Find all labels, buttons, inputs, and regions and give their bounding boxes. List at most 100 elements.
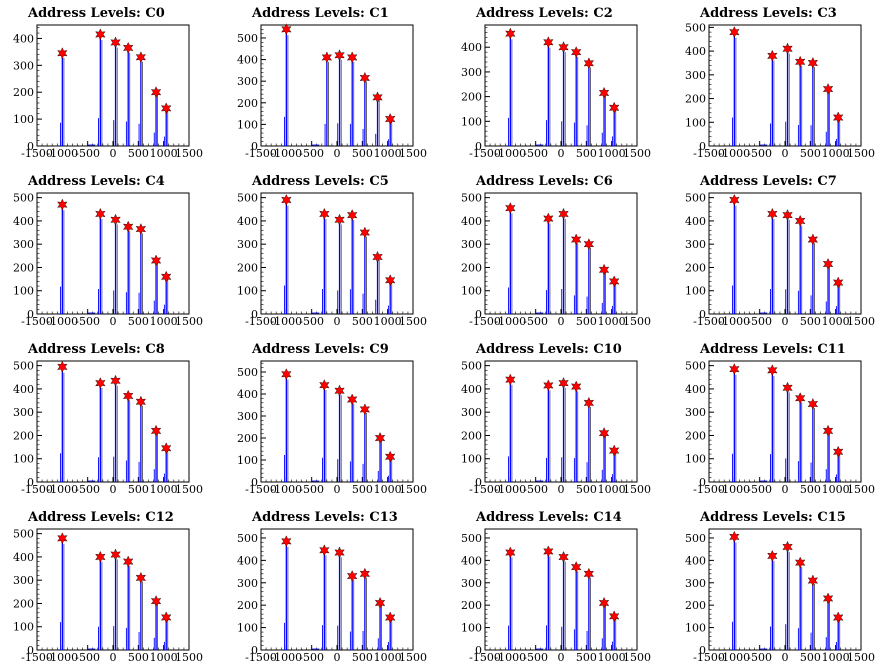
y-tick-label: 200 — [237, 97, 258, 110]
y-tick-label: 300 — [685, 577, 706, 590]
x-tick-label: -1000 — [718, 483, 750, 496]
y-tick-label: 0 — [27, 308, 34, 321]
peak-marker — [57, 198, 68, 211]
chart-title: Address Levels: C6 — [476, 174, 613, 189]
x-tick-label: 1000 — [374, 315, 402, 328]
x-tick-label: 1500 — [623, 483, 651, 496]
y-tick-label: 500 — [461, 360, 482, 373]
peak-marker — [150, 424, 162, 437]
y-tick-label: 100 — [13, 621, 34, 634]
x-tick-label: 1500 — [399, 651, 427, 664]
y-tick-label: 0 — [251, 140, 258, 153]
peak-marker — [505, 546, 516, 559]
x-tick-label: 1500 — [175, 651, 203, 664]
peak-marker — [95, 550, 106, 563]
x-tick-label: 0 — [334, 483, 341, 496]
y-tick-label: 400 — [237, 54, 258, 67]
x-tick-label: 500 — [800, 651, 821, 664]
y-tick-label: 300 — [237, 410, 258, 423]
x-tick-label: -500 — [523, 315, 548, 328]
x-tick-label: 500 — [352, 651, 373, 664]
peak-marker — [359, 71, 371, 84]
peak-marker — [570, 380, 582, 393]
x-tick-label: -1500 — [693, 147, 725, 160]
peak-marker — [281, 193, 292, 207]
x-tick-label: 1000 — [374, 483, 402, 496]
y-tick-label: 300 — [685, 69, 706, 82]
x-tick-label: -1000 — [46, 147, 78, 160]
chart-title: Address Levels: C11 — [700, 342, 846, 357]
y-tick-label: 300 — [237, 238, 258, 251]
y-tick-label: 500 — [461, 192, 482, 205]
x-tick-label: -500 — [299, 483, 324, 496]
x-tick-label: -1000 — [270, 147, 302, 160]
peak-marker — [160, 270, 172, 283]
peak-marker — [150, 595, 162, 608]
x-tick-label: 0 — [782, 651, 789, 664]
peak-marker — [822, 592, 834, 605]
peak-marker — [832, 276, 844, 289]
y-tick-label: 100 — [13, 285, 34, 298]
y-tick-label: 400 — [685, 215, 706, 228]
x-tick-label: -1500 — [21, 651, 53, 664]
x-tick-label: -500 — [75, 315, 100, 328]
y-tick-label: 400 — [685, 383, 706, 396]
y-tick-label: 0 — [27, 140, 34, 153]
peak-marker — [782, 540, 793, 553]
y-tick-label: 100 — [461, 285, 482, 298]
y-tick-label: 200 — [13, 597, 34, 610]
chart-svg: -1500-1000-500 0 500 1000150001002003004005… — [461, 528, 651, 664]
y-tick-label: 0 — [699, 308, 706, 321]
x-tick-label: 1500 — [847, 483, 875, 496]
y-tick-label: 500 — [685, 21, 706, 34]
peak-marker — [95, 207, 106, 220]
peak-marker — [543, 212, 554, 225]
peak-marker — [794, 214, 806, 227]
peak-marker — [57, 360, 68, 373]
y-tick-label: 200 — [685, 261, 706, 274]
peak-marker — [319, 544, 330, 557]
chart-panel: Address Levels: C9 -1500 -1000 -500 0 500 1000… — [224, 336, 448, 504]
peak-marker — [729, 193, 740, 207]
x-tick-label: -500 — [299, 147, 324, 160]
x-tick-label: 500 — [352, 483, 373, 496]
y-tick-label: 500 — [237, 32, 258, 45]
y-tick-label: 500 — [685, 360, 706, 373]
x-tick-label: 1500 — [175, 147, 203, 160]
peak-marker — [598, 86, 610, 99]
peak-marker — [608, 444, 620, 457]
y-tick-label: 400 — [13, 215, 34, 228]
chart-svg: -1500-1000-500 0 500 1000150001002003004005… — [13, 528, 203, 664]
x-tick-label: -1500 — [245, 483, 277, 496]
peak-marker — [807, 56, 819, 70]
x-tick-label: -1000 — [46, 483, 78, 496]
chart-panel: Address Levels: C11 -1500 -1000 -500 0 500 100… — [672, 336, 896, 504]
peak-marker — [95, 28, 106, 41]
chart-title: Address Levels: C7 — [700, 174, 837, 189]
peak-marker — [598, 596, 610, 609]
x-tick-label: 1500 — [623, 147, 651, 160]
x-tick-label: -1000 — [494, 651, 526, 664]
x-tick-label: 1000 — [150, 651, 178, 664]
peak-marker — [832, 611, 844, 624]
peak-marker — [346, 393, 358, 406]
y-tick-label: 200 — [13, 429, 34, 442]
y-tick-label: 200 — [461, 91, 482, 104]
x-tick-label: 0 — [782, 483, 789, 496]
chart-svg: -1500-1000-500 0 500 1000150001002003004005… — [13, 360, 203, 496]
chart-panel: Address Levels: C13 -1500 -1000 -500 0 500 100… — [224, 504, 448, 672]
peak-marker — [598, 263, 610, 276]
y-tick-label: 0 — [699, 644, 706, 657]
x-tick-label: -1000 — [718, 315, 750, 328]
peak-marker — [135, 395, 147, 408]
x-tick-label: 0 — [110, 147, 117, 160]
peak-marker — [346, 51, 358, 64]
x-tick-label: -1000 — [270, 651, 302, 664]
peak-marker — [160, 611, 172, 624]
peak-marker — [150, 254, 162, 267]
peak-marker — [110, 36, 121, 49]
x-tick-label: 0 — [334, 651, 341, 664]
y-tick-label: 400 — [237, 388, 258, 401]
chart-title: Address Levels: C9 — [252, 342, 389, 357]
